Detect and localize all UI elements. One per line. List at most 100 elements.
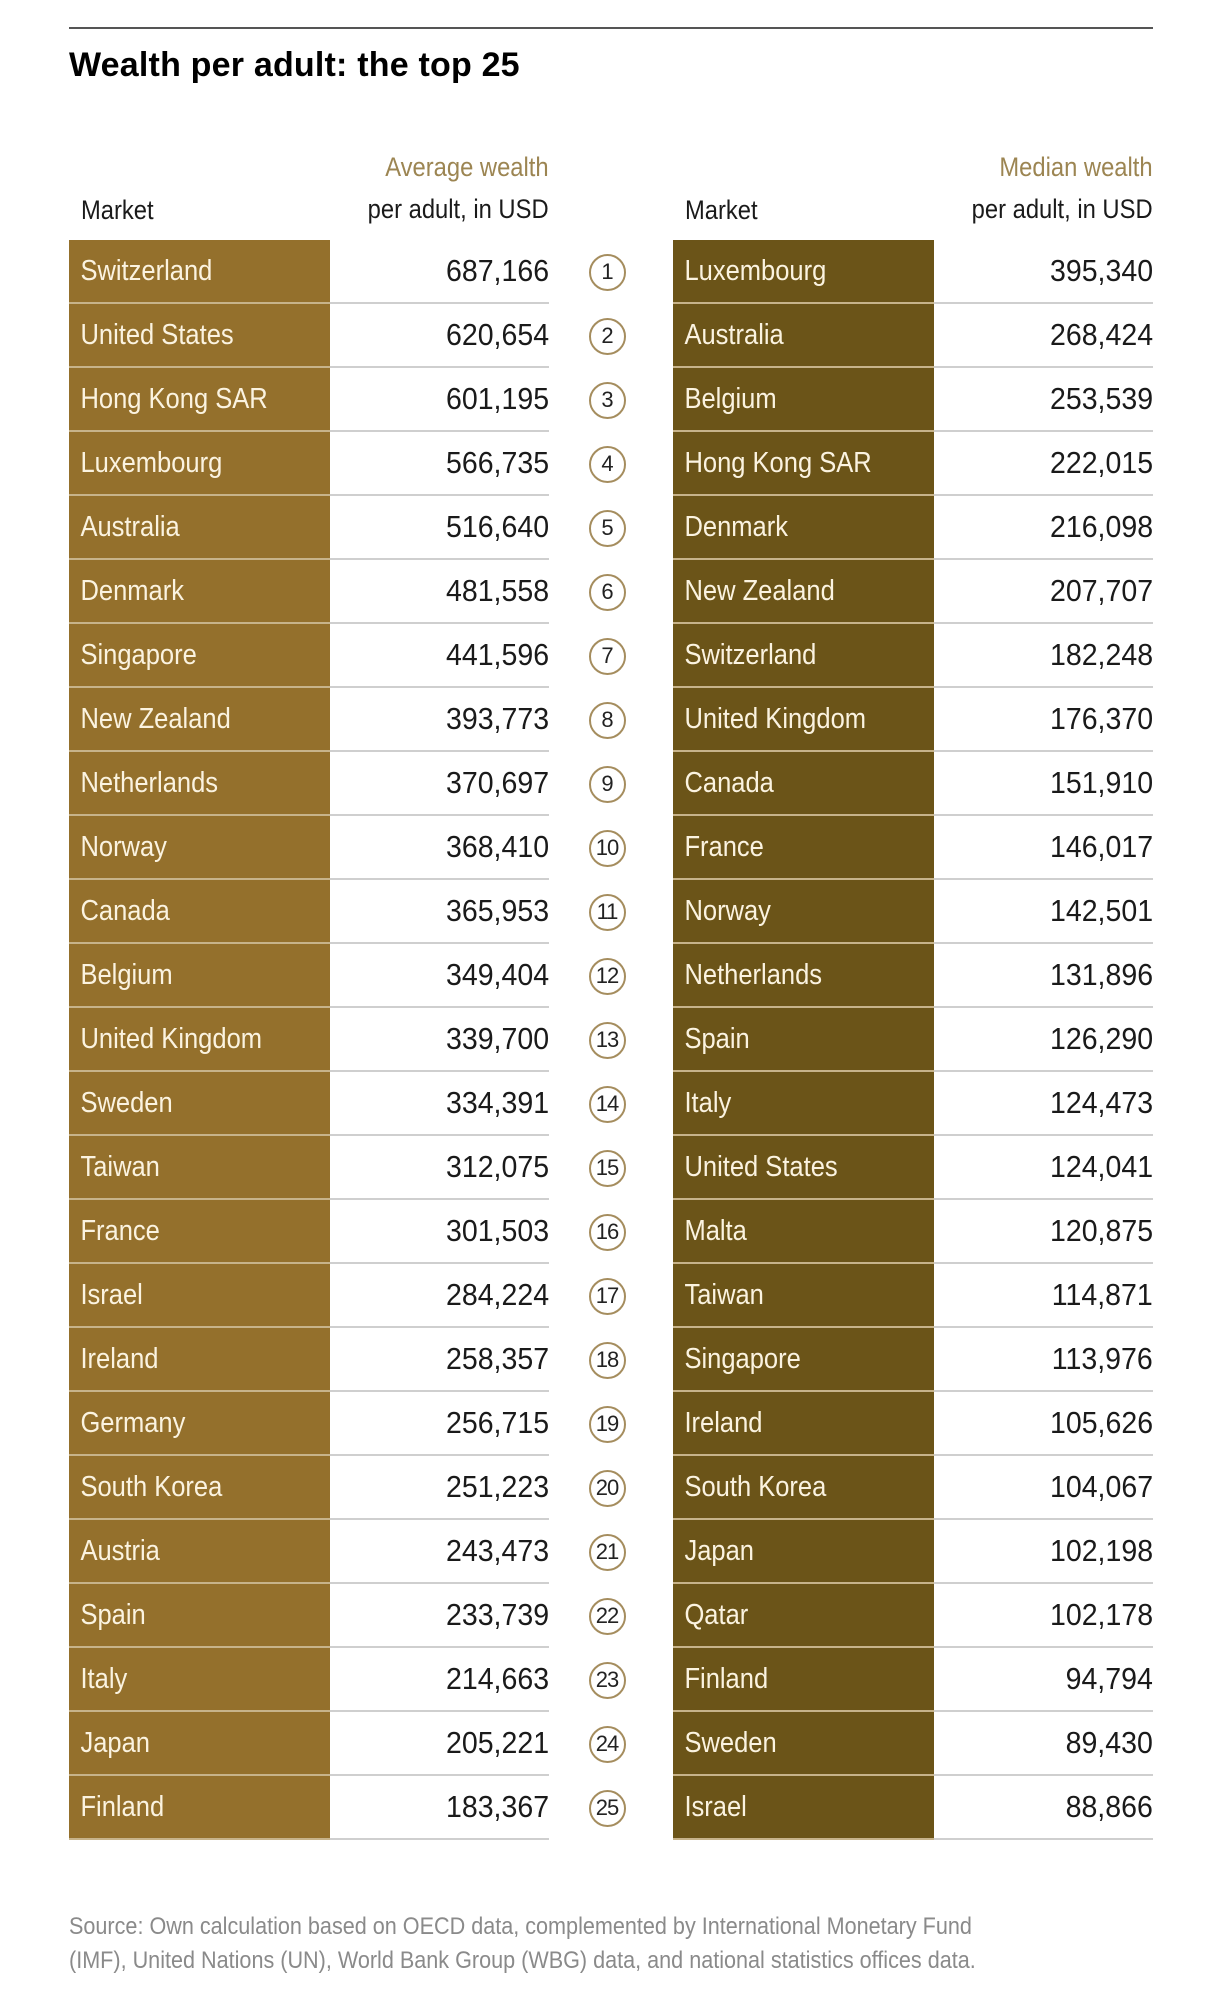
rank-badge: 3 [587, 368, 627, 432]
value-cell: 312,075 [330, 1136, 549, 1200]
market-name: Finland [80, 1791, 165, 1823]
market-cell: Israel [673, 1776, 934, 1840]
value-cell: 216,098 [934, 496, 1153, 560]
wealth-value: 258,357 [445, 1341, 549, 1376]
rank-number: 15 [588, 1149, 626, 1187]
rank-badge: 1 [587, 240, 627, 304]
rank-badge: 23 [587, 1648, 627, 1712]
market-name: Denmark [684, 511, 788, 543]
table-row: Canada 151,910 [673, 752, 1153, 816]
value-cell: 393,773 [330, 688, 549, 752]
rank-number: 14 [588, 1085, 626, 1123]
table-row: Ireland 258,357 [69, 1328, 549, 1392]
market-cell: Denmark [69, 560, 330, 624]
table-row: Netherlands 131,896 [673, 944, 1153, 1008]
market-name: Spain [684, 1023, 750, 1055]
market-name: South Korea [80, 1471, 223, 1503]
rank-number: 11 [588, 893, 626, 931]
value-cell: 146,017 [934, 816, 1153, 880]
wealth-value: 182,248 [1049, 637, 1153, 672]
market-name: Japan [80, 1727, 150, 1759]
table-row: Israel 88,866 [673, 1776, 1153, 1840]
market-cell: New Zealand [69, 688, 330, 752]
table-row: Israel 284,224 [69, 1264, 549, 1328]
market-name: Luxembourg [80, 447, 223, 479]
value-cell: 182,248 [934, 624, 1153, 688]
wealth-value: 349,404 [445, 957, 549, 992]
market-name: Ireland [684, 1407, 763, 1439]
value-cell: 370,697 [330, 752, 549, 816]
table-row: France 146,017 [673, 816, 1153, 880]
wealth-value: 89,430 [1065, 1725, 1153, 1760]
table-row: United Kingdom 339,700 [69, 1008, 549, 1072]
market-name: Japan [684, 1535, 754, 1567]
market-name: Norway [80, 831, 167, 863]
value-cell: 94,794 [934, 1648, 1153, 1712]
wealth-value: 368,410 [445, 829, 549, 864]
table-row: Switzerland 687,166 [69, 240, 549, 304]
market-cell: Luxembourg [673, 240, 934, 304]
value-cell: 113,976 [934, 1328, 1153, 1392]
rank-badge: 25 [587, 1776, 627, 1840]
market-name: United Kingdom [684, 703, 867, 735]
rank-number: 18 [588, 1341, 626, 1379]
market-cell: Ireland [69, 1328, 330, 1392]
wealth-value: 370,697 [445, 765, 549, 800]
value-cell: 151,910 [934, 752, 1153, 816]
rank-badge: 18 [587, 1328, 627, 1392]
table-row: Hong Kong SAR 601,195 [69, 368, 549, 432]
rank-number: 5 [588, 509, 626, 547]
rank-number: 23 [588, 1661, 626, 1699]
value-cell: 207,707 [934, 560, 1153, 624]
value-cell: 334,391 [330, 1072, 549, 1136]
market-cell: Sweden [69, 1072, 330, 1136]
wealth-value: 256,715 [445, 1405, 549, 1440]
table-row: Australia 516,640 [69, 496, 549, 560]
market-name: Austria [80, 1535, 160, 1567]
table-row: Taiwan 312,075 [69, 1136, 549, 1200]
wealth-value: 207,707 [1049, 573, 1153, 608]
market-cell: Ireland [673, 1392, 934, 1456]
table-row: Finland 94,794 [673, 1648, 1153, 1712]
market-name: Taiwan [80, 1151, 160, 1183]
market-cell: Belgium [69, 944, 330, 1008]
market-name: Singapore [80, 639, 197, 671]
market-name: Denmark [80, 575, 184, 607]
market-cell: Norway [69, 816, 330, 880]
market-cell: Finland [69, 1776, 330, 1840]
wealth-value: 214,663 [445, 1661, 549, 1696]
value-cell: 339,700 [330, 1008, 549, 1072]
wealth-value: 395,340 [1049, 253, 1153, 288]
value-cell: 183,367 [330, 1776, 549, 1840]
market-cell: Luxembourg [69, 432, 330, 496]
rank-number: 9 [588, 765, 626, 803]
value-cell: 114,871 [934, 1264, 1153, 1328]
source-line-2: (IMF), United Nations (UN), World Bank G… [69, 1947, 976, 1974]
market-cell: Hong Kong SAR [673, 432, 934, 496]
table-row: Switzerland 182,248 [673, 624, 1153, 688]
market-cell: Italy [673, 1072, 934, 1136]
market-cell: Sweden [673, 1712, 934, 1776]
market-cell: United Kingdom [69, 1008, 330, 1072]
market-name: United States [80, 319, 234, 351]
table-row: New Zealand 207,707 [673, 560, 1153, 624]
value-cell: 89,430 [934, 1712, 1153, 1776]
market-name: France [684, 831, 764, 863]
market-name: United States [684, 1151, 838, 1183]
value-cell: 233,739 [330, 1584, 549, 1648]
value-cell: 120,875 [934, 1200, 1153, 1264]
rank-number: 7 [588, 637, 626, 675]
rank-badge: 12 [587, 944, 627, 1008]
market-name: Belgium [80, 959, 173, 991]
wealth-value: 301,503 [445, 1213, 549, 1248]
rank-number: 24 [588, 1725, 626, 1763]
market-cell: Spain [69, 1584, 330, 1648]
market-cell: Switzerland [69, 240, 330, 304]
market-cell: Qatar [673, 1584, 934, 1648]
rank-badge: 6 [587, 560, 627, 624]
rank-number: 25 [588, 1789, 626, 1827]
right-market-header: Market [685, 195, 758, 225]
market-cell: Germany [69, 1392, 330, 1456]
source-note: Source: Own calculation based on OECD da… [69, 1910, 1131, 1978]
value-cell: 368,410 [330, 816, 549, 880]
